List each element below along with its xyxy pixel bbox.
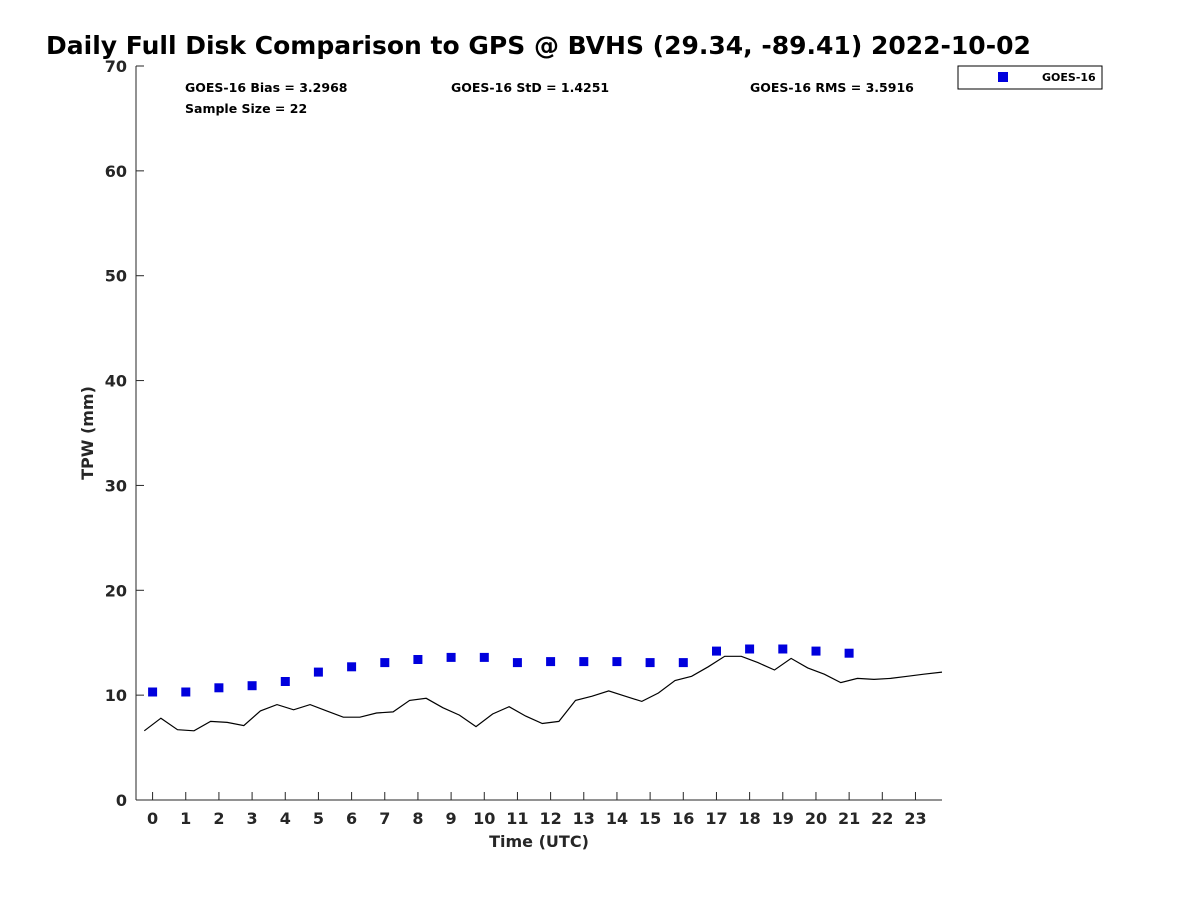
goes16-data-point (148, 687, 158, 697)
x-tick-label: 10 (473, 809, 495, 828)
x-tick-label: 3 (247, 809, 258, 828)
legend-box (957, 65, 1103, 90)
gps-series-line (143, 655, 943, 732)
goes16-data-point (844, 648, 854, 658)
x-axis-label: Time (UTC) (489, 832, 589, 851)
x-tick-label: 23 (904, 809, 926, 828)
y-tick-label: 50 (105, 267, 127, 286)
plot-area (136, 66, 942, 800)
goes16-data-point (546, 657, 556, 667)
chart-title: Daily Full Disk Comparison to GPS @ BVHS… (46, 31, 1031, 60)
x-tick-label: 21 (838, 809, 860, 828)
y-tick-label: 70 (105, 57, 127, 76)
goes16-data-point (612, 657, 622, 667)
y-tick-label: 60 (105, 162, 127, 181)
x-tick-label: 16 (672, 809, 694, 828)
y-tick-label: 40 (105, 372, 127, 391)
goes16-data-point (247, 681, 257, 691)
x-tick-label: 9 (446, 809, 457, 828)
x-tick-label: 20 (805, 809, 827, 828)
goes16-data-point (413, 655, 423, 664)
goes16-data-point (745, 644, 755, 654)
x-tick-label: 15 (639, 809, 661, 828)
bias-stat: GOES-16 Bias = 3.2968 (185, 80, 347, 95)
legend: GOES-16 (957, 65, 1103, 90)
goes16-data-point (678, 658, 688, 668)
goes16-data-point (347, 662, 357, 672)
goes16-data-point (280, 677, 290, 686)
goes16-data-point (446, 652, 456, 662)
x-tick-label: 19 (772, 809, 794, 828)
goes16-data-point (380, 658, 390, 668)
y-tick-label: 10 (105, 686, 127, 705)
goes16-data-point (512, 658, 522, 668)
goes16-data-point (181, 687, 191, 697)
std-stat: GOES-16 StD = 1.4251 (451, 80, 609, 95)
goes16-data-point (579, 657, 589, 667)
x-tick-label: 6 (346, 809, 357, 828)
x-tick-label: 22 (871, 809, 893, 828)
goes16-data-point (778, 644, 788, 654)
x-tick-label: 18 (738, 809, 760, 828)
x-tick-label: 7 (379, 809, 390, 828)
legend-label: GOES-16 (1042, 71, 1096, 84)
legend-marker (998, 72, 1008, 82)
x-tick-label: 12 (539, 809, 561, 828)
sample-size-stat: Sample Size = 22 (185, 101, 307, 116)
y-tick-label: 30 (105, 476, 127, 495)
rms-stat: GOES-16 RMS = 3.5916 (750, 80, 914, 95)
gps-line-layer (143, 655, 943, 732)
x-tick-label: 14 (606, 809, 628, 828)
x-tick-label: 1 (180, 809, 191, 828)
x-tick-label: 5 (313, 809, 324, 828)
goes16-data-point (214, 683, 224, 693)
x-tick-label: 13 (573, 809, 595, 828)
goes16-data-point (645, 658, 655, 668)
x-tick-label: 4 (280, 809, 291, 828)
goes16-data-point (479, 652, 489, 662)
y-tick-label: 0 (116, 791, 127, 810)
x-tick-label: 0 (147, 809, 158, 828)
x-tick-label: 11 (506, 809, 528, 828)
x-tick-label: 8 (412, 809, 423, 828)
goes-marker-layer (148, 644, 854, 697)
y-tick-label: 20 (105, 581, 127, 600)
goes16-data-point (313, 667, 323, 677)
y-axis-label: TPW (mm) (78, 386, 97, 480)
goes16-data-point (811, 646, 821, 656)
x-tick-label: 17 (705, 809, 727, 828)
x-tick-label: 2 (213, 809, 224, 828)
goes16-data-point (712, 646, 721, 656)
